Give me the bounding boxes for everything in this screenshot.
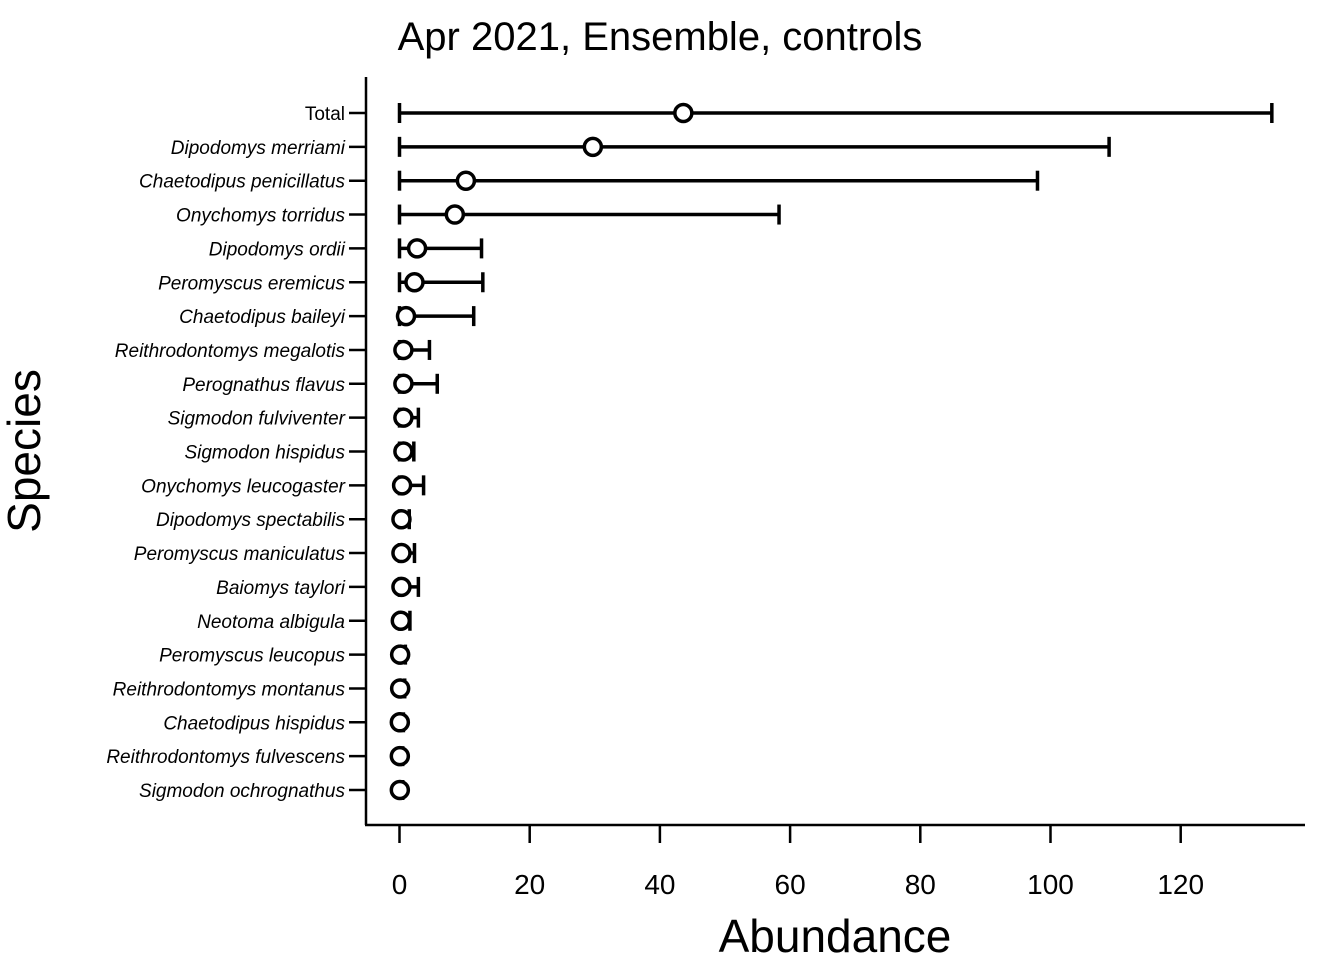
x-ticks: 0 20 40 60 80 100 120	[392, 825, 1204, 900]
x-tick-label: 20	[514, 869, 545, 900]
estimate-point	[393, 373, 414, 395]
estimate-point	[393, 407, 414, 428]
category-label: Chaetodipus hispidus	[163, 713, 345, 734]
estimate-point	[393, 441, 414, 462]
estimate-point	[673, 102, 694, 124]
category-label: Total	[305, 104, 345, 125]
estimate-point	[406, 238, 428, 259]
category-label: Reithrodontomys montanus	[113, 679, 346, 700]
category-label: Sigmodon fulviventer	[168, 409, 346, 430]
x-axis-title: Abundance	[719, 910, 952, 960]
category-label: Perognathus flavus	[182, 375, 345, 396]
category-label: Peromyscus maniculatus	[134, 544, 346, 565]
x-tick-label: 60	[775, 869, 806, 900]
x-tick-label: 100	[1027, 869, 1074, 900]
estimate-point	[455, 170, 477, 191]
estimate-point	[389, 712, 411, 733]
category-label: Chaetodipus baileyi	[179, 307, 346, 328]
x-tick-label: 40	[644, 869, 675, 900]
estimate-point	[391, 475, 413, 496]
category-label: Peromyscus eremicus	[158, 273, 345, 294]
estimate-point	[391, 576, 412, 598]
chart-title: Apr 2021, Ensemble, controls	[398, 15, 923, 59]
estimate-point	[404, 272, 425, 293]
category-label: Dipodomys ordii	[209, 239, 346, 260]
estimate-point	[393, 339, 414, 361]
category-label: Chaetodipus penicillatus	[139, 172, 345, 193]
category-label: Reithrodontomys fulvescens	[106, 747, 345, 768]
estimate-point	[391, 508, 412, 530]
estimate-point	[389, 678, 411, 699]
estimate-point	[390, 610, 412, 631]
estimate-point	[444, 204, 466, 225]
category-label: Peromyscus leucopus	[159, 646, 345, 667]
category-label: Dipodomys merriami	[171, 138, 346, 159]
category-label: Neotoma albigula	[197, 612, 345, 633]
x-tick-label: 0	[392, 869, 408, 900]
estimate-point	[389, 779, 411, 801]
y-axis-title: Species	[0, 369, 50, 533]
category-label: Sigmodon ochrognathus	[139, 781, 345, 802]
category-label: Sigmodon hispidus	[184, 443, 345, 464]
category-label: Baiomys taylori	[216, 578, 346, 599]
x-tick-label: 80	[905, 869, 936, 900]
category-label: Onychomys leucogaster	[141, 476, 345, 497]
category-label: Dipodomys spectabilis	[156, 510, 346, 531]
category-label: Onychomys torridus	[176, 206, 345, 227]
estimate-point	[389, 745, 411, 767]
category-label: Reithrodontomys megalotis	[115, 341, 346, 362]
estimate-point	[395, 305, 417, 327]
estimate-points	[389, 102, 694, 801]
estimate-point	[391, 542, 412, 564]
category-labels: Total Dipodomys merriami Chaetodipus penic…	[106, 104, 366, 802]
estimate-point	[582, 136, 604, 158]
error-bars	[397, 103, 1274, 800]
estimate-point	[389, 644, 411, 665]
x-tick-label: 120	[1157, 869, 1204, 900]
